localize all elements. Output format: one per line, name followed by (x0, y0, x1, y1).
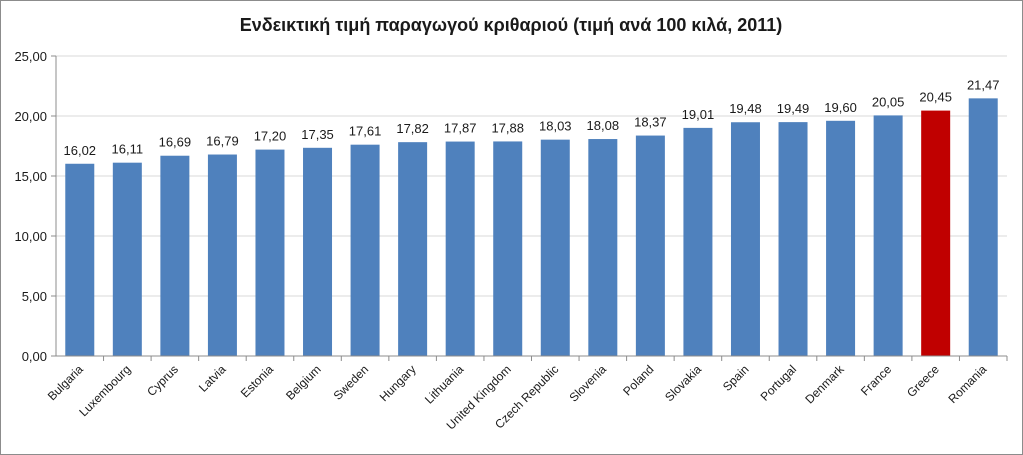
data-label: 19,60 (824, 100, 857, 115)
data-label: 21,47 (967, 77, 1000, 92)
data-label: 18,37 (634, 115, 667, 130)
bar (635, 135, 665, 356)
bar (493, 141, 523, 356)
bar (540, 139, 570, 356)
x-tick-label: Lithuania (422, 362, 467, 407)
y-tick-label: 5,00 (22, 289, 47, 304)
x-tick-label: Poland (620, 362, 656, 398)
y-tick-label: 15,00 (14, 169, 47, 184)
bar (968, 98, 998, 357)
data-label: 17,35 (301, 127, 334, 142)
data-label: 17,20 (254, 129, 287, 144)
bar (303, 147, 333, 356)
x-tick-label: Luxembourg (76, 362, 133, 419)
bar (207, 154, 237, 356)
x-tick-label: Cyprus (144, 362, 181, 399)
y-tick-label: 25,00 (14, 49, 47, 64)
x-tick-label: Estonia (238, 362, 276, 400)
bar (921, 110, 951, 356)
data-label: 19,01 (682, 107, 715, 122)
x-tick-label: Portugal (758, 362, 800, 404)
data-label: 17,61 (349, 124, 382, 139)
x-tick-label: Greece (904, 362, 942, 400)
data-label: 16,69 (159, 135, 192, 150)
bar (160, 155, 190, 356)
chart-title: Ενδεικτική τιμή παραγωγού κριθαριού (τιμ… (240, 15, 783, 35)
x-tick-label: Spain (720, 362, 752, 394)
x-tick-label: Denmark (802, 362, 847, 407)
y-tick-label: 0,00 (22, 349, 47, 364)
bar (255, 149, 285, 356)
x-tick-label: Romania (945, 362, 989, 406)
x-tick-label: Slovenia (566, 362, 609, 405)
data-label: 19,49 (777, 101, 810, 116)
x-tick-label: Bulgaria (45, 362, 86, 403)
data-label: 16,11 (112, 142, 144, 157)
data-label: 18,03 (539, 119, 572, 134)
data-label: 17,82 (396, 121, 429, 136)
x-tick-label: Latvia (196, 362, 229, 395)
x-tick-label: Slovakia (662, 362, 704, 404)
data-label: 18,08 (587, 118, 620, 133)
bar (398, 142, 428, 356)
bar (826, 120, 856, 356)
data-label: 17,87 (444, 121, 477, 136)
bar (445, 141, 475, 356)
data-label: 17,88 (491, 120, 524, 135)
y-tick-label: 10,00 (14, 229, 47, 244)
bar (65, 163, 95, 356)
bar (683, 127, 713, 356)
data-label: 16,79 (206, 134, 239, 149)
x-tick-label: Sweden (331, 362, 372, 403)
bar (873, 115, 903, 357)
bar (350, 144, 380, 356)
data-label: 19,48 (729, 101, 762, 116)
bar (730, 122, 760, 357)
y-tick-label: 20,00 (14, 109, 47, 124)
bar (112, 162, 142, 356)
x-tick-label: Belgium (283, 362, 324, 403)
bar (778, 122, 808, 357)
data-label: 20,05 (872, 94, 905, 109)
data-label: 20,45 (919, 90, 952, 105)
x-tick-label: France (858, 362, 895, 399)
data-label: 16,02 (64, 143, 97, 158)
bar (588, 139, 618, 356)
x-tick-label: Hungary (377, 362, 419, 404)
